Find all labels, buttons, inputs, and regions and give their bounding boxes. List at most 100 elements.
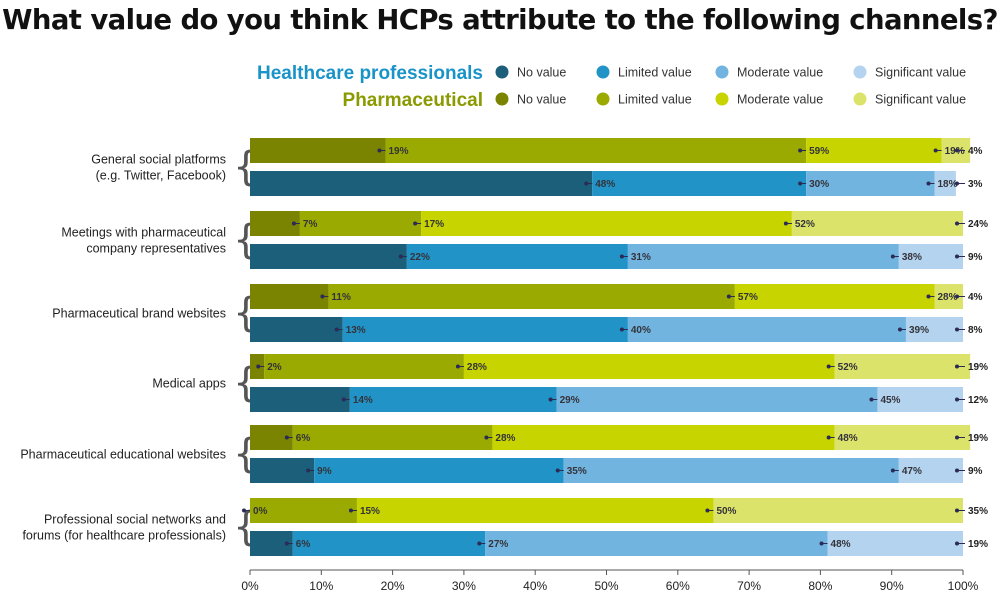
value-label: 52%	[795, 219, 815, 230]
label-dot	[826, 364, 831, 369]
value-label: 38%	[902, 252, 922, 263]
value-label: 48%	[831, 539, 851, 550]
value-label: 19%	[388, 146, 408, 157]
value-label: 4%	[968, 292, 983, 303]
value-label: 29%	[560, 395, 580, 406]
value-label: 19%	[968, 539, 988, 550]
value-label: 24%	[968, 219, 988, 230]
value-label: 13%	[346, 325, 366, 336]
category-label: Medical apps	[152, 377, 226, 391]
chart-title: What value do you think HCPs attribute t…	[2, 4, 998, 36]
label-dot	[477, 541, 482, 546]
x-tick-label: 10%	[309, 579, 333, 593]
bar-segment	[834, 425, 971, 450]
value-label: 19%	[968, 362, 988, 373]
value-label: 9%	[968, 466, 983, 477]
value-label: 35%	[968, 506, 988, 517]
value-label: 27%	[488, 539, 508, 550]
value-label: 28%	[937, 292, 957, 303]
category-label: General social platforms (e.g. Twitter, F…	[91, 153, 226, 183]
value-label: 7%	[303, 219, 318, 230]
value-label: 52%	[838, 362, 858, 373]
bar-segment	[421, 211, 792, 236]
label-dot	[955, 254, 959, 259]
value-label: 35%	[567, 466, 587, 477]
x-tick-label: 20%	[381, 579, 405, 593]
label-dot	[306, 468, 311, 473]
label-dot	[341, 397, 346, 402]
value-label: 0%	[253, 506, 268, 517]
bar-segment	[406, 244, 628, 269]
bar-segment	[734, 284, 935, 309]
label-dot	[955, 435, 959, 440]
bar-segment	[905, 317, 963, 342]
bar-segment	[556, 387, 878, 412]
bar-segment	[627, 244, 899, 269]
value-label: 17%	[424, 219, 444, 230]
bar-segment	[898, 244, 963, 269]
legend-item-label: Limited value	[618, 93, 692, 107]
category-label: Pharmaceutical brand websites	[52, 307, 226, 321]
value-label: 4%	[968, 146, 983, 157]
legend-item-label: No value	[517, 66, 566, 80]
label-dot	[869, 397, 874, 402]
label-dot	[555, 468, 560, 473]
bar-segment	[356, 498, 714, 523]
bar-segment	[250, 387, 350, 412]
bar-segment	[563, 458, 899, 483]
x-tick-label: 70%	[737, 579, 761, 593]
bar-segment	[592, 171, 807, 196]
value-label: 9%	[317, 466, 332, 477]
label-dot	[619, 327, 624, 332]
bar-segment	[342, 317, 628, 342]
bar-segment	[250, 458, 315, 483]
legend-swatch	[495, 65, 509, 79]
value-label: 8%	[968, 325, 983, 336]
label-dot	[377, 148, 382, 153]
legend-item-label: Moderate value	[737, 66, 823, 80]
bar-segment	[898, 458, 963, 483]
bar-segment	[806, 171, 935, 196]
value-label: 6%	[296, 539, 311, 550]
category-label: Meetings with pharmaceutical company repr…	[61, 226, 226, 256]
bar-segment	[328, 284, 735, 309]
legend-item-label: No value	[517, 93, 566, 107]
value-label: 30%	[809, 179, 829, 190]
label-dot	[584, 181, 589, 186]
value-label: 19%	[968, 433, 988, 444]
label-dot	[726, 294, 731, 299]
label-dot	[348, 508, 353, 513]
x-tick-label: 40%	[523, 579, 547, 593]
value-label: 19%	[945, 146, 965, 157]
value-label: 2%	[267, 362, 282, 373]
value-label: 39%	[909, 325, 929, 336]
value-label: 12%	[968, 395, 988, 406]
label-dot	[548, 397, 553, 402]
label-dot	[897, 327, 902, 332]
label-dot	[955, 364, 959, 369]
category-label: Pharmaceutical educational websites	[20, 448, 226, 462]
label-dot	[798, 181, 803, 186]
value-label: 22%	[410, 252, 430, 263]
label-dot	[890, 468, 895, 473]
label-dot	[455, 364, 460, 369]
bar-segment	[264, 354, 464, 379]
bar-segment	[250, 138, 386, 163]
legend-swatch	[853, 65, 867, 79]
bar-segment	[385, 138, 807, 163]
label-dot	[619, 254, 624, 259]
value-label: 3%	[968, 179, 983, 190]
label-dot	[955, 508, 959, 513]
bar-segment	[250, 171, 593, 196]
label-dot	[484, 435, 489, 440]
value-label: 28%	[495, 433, 515, 444]
legend-swatch	[596, 65, 610, 79]
label-dot	[955, 541, 959, 546]
bar-segment	[250, 211, 300, 236]
value-label: 48%	[838, 433, 858, 444]
label-dot	[242, 508, 246, 513]
label-dot	[783, 221, 788, 226]
label-dot	[705, 508, 710, 513]
bar-segment	[627, 317, 906, 342]
